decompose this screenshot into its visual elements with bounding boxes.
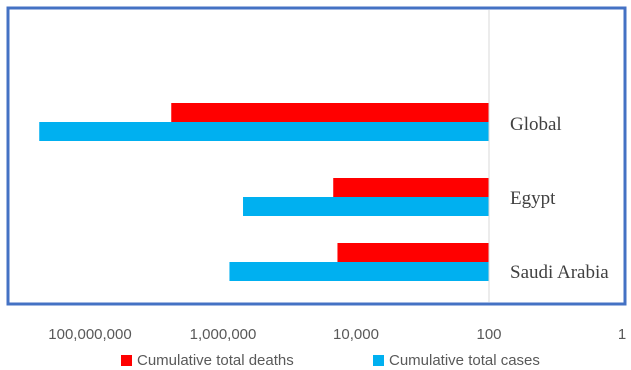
bar-deaths-global xyxy=(171,103,490,122)
chart-frame xyxy=(6,6,627,306)
tick-label: 10,000 xyxy=(333,326,379,343)
category-labels: Global Egypt Saudi Arabia xyxy=(510,114,609,283)
tick-label: 1 xyxy=(618,326,626,343)
legend-label: Cumulative total deaths xyxy=(137,352,294,369)
bar-cases-egypt xyxy=(243,197,489,216)
bar-cases-global xyxy=(39,122,490,141)
tick-label: 100,000,000 xyxy=(48,326,131,343)
bars xyxy=(39,103,490,281)
bar-deaths-egypt xyxy=(333,178,489,197)
legend-swatch xyxy=(373,355,384,366)
tick-label: 1,000,000 xyxy=(190,326,257,343)
bar-deaths-saudi-arabia xyxy=(337,243,489,262)
tick-labels: 100,000,000 1,000,000 10,000 100 1 xyxy=(48,326,626,343)
tick-label: 100 xyxy=(476,326,501,343)
legend-swatch xyxy=(121,355,132,366)
legend-label: Cumulative total cases xyxy=(389,352,540,369)
category-label: Egypt xyxy=(510,188,556,209)
legend: Cumulative total deaths Cumulative total … xyxy=(121,352,540,369)
category-label: Saudi Arabia xyxy=(510,262,609,283)
category-label: Global xyxy=(510,114,562,135)
bar-cases-saudi-arabia xyxy=(229,262,489,281)
